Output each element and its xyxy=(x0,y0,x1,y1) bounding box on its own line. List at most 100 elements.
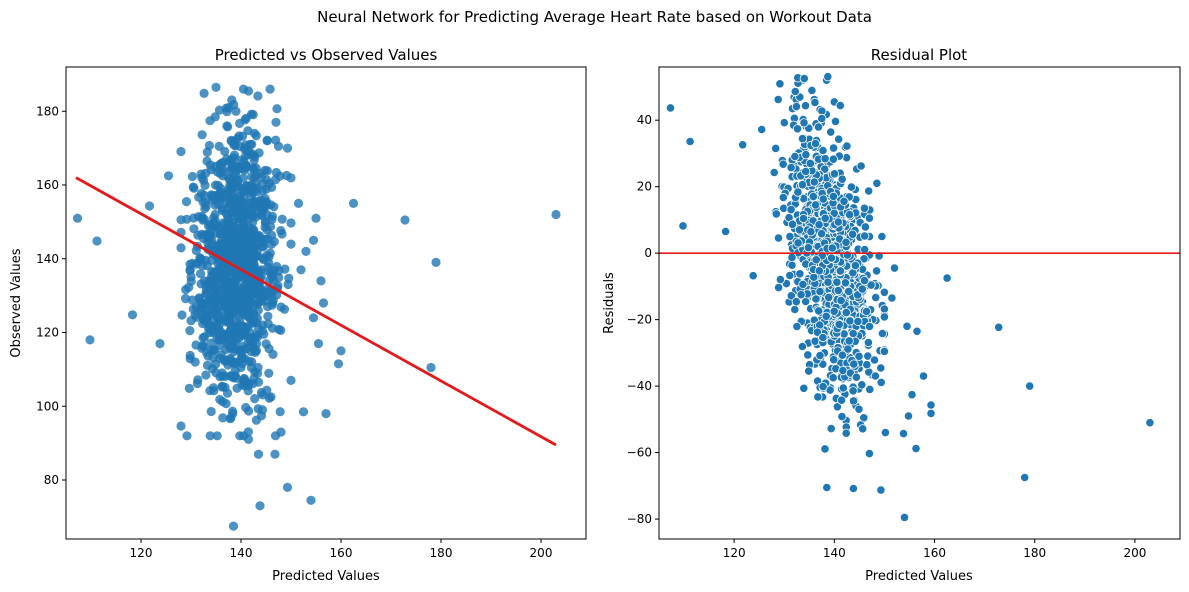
right-data-point xyxy=(803,243,814,253)
right-data-point xyxy=(876,485,886,495)
left-data-point xyxy=(203,306,213,316)
left-data-point xyxy=(218,413,228,423)
left-data-point xyxy=(211,359,221,369)
left-data-point xyxy=(270,449,280,459)
right-data-point xyxy=(828,143,839,153)
left-x-tick-label: 140 xyxy=(230,546,253,560)
left-data-point xyxy=(202,156,212,166)
right-panel-title: Residual Plot xyxy=(871,46,968,64)
left-y-tick-label: 180 xyxy=(36,104,59,118)
left-data-point xyxy=(198,341,208,351)
left-data-point xyxy=(189,183,199,193)
right-data-point xyxy=(840,278,851,288)
right-data-point xyxy=(877,328,888,339)
left-data-point xyxy=(201,370,211,380)
right-data-point xyxy=(866,280,876,290)
right-data-point xyxy=(844,336,854,346)
left-data-point xyxy=(245,139,255,149)
right-data-point xyxy=(801,150,811,160)
left-data-point xyxy=(253,91,263,101)
right-data-point xyxy=(826,253,837,263)
right-data-point xyxy=(791,297,801,307)
left-data-point xyxy=(257,405,268,415)
left-data-point xyxy=(210,200,220,210)
left-data-point xyxy=(264,178,274,189)
right-data-point xyxy=(902,321,912,331)
right-data-point xyxy=(889,263,900,273)
left-data-point xyxy=(144,201,155,211)
left-data-point xyxy=(431,257,441,267)
left-data-point xyxy=(181,197,192,207)
right-data-point xyxy=(791,102,802,112)
left-x-axis-label: Predicted Values xyxy=(272,569,380,584)
left-data-point xyxy=(218,330,228,340)
left-data-point xyxy=(199,88,209,98)
right-data-point xyxy=(861,306,872,316)
right-data-point xyxy=(858,424,868,434)
right-data-point xyxy=(832,402,843,412)
right-data-point xyxy=(685,136,695,147)
right-data-point xyxy=(834,134,844,144)
right-data-point xyxy=(860,222,871,232)
left-data-point xyxy=(333,359,344,369)
left-data-point xyxy=(283,279,293,290)
right-data-point xyxy=(942,273,952,283)
right-data-point xyxy=(841,237,851,247)
right-data-point xyxy=(787,219,798,229)
right-data-point xyxy=(853,316,863,326)
left-data-point xyxy=(155,339,165,349)
right-y-tick-label: 20 xyxy=(637,180,652,194)
right-x-tick-label: 140 xyxy=(823,546,846,560)
right-data-point xyxy=(826,423,836,434)
left-data-point xyxy=(252,299,262,309)
left-data-point xyxy=(286,239,296,249)
right-data-point xyxy=(821,311,831,321)
right-axis-ticks: 120 140 160 180 200 −80 −60 −40 −20 0 20 40 xyxy=(627,113,1147,560)
right-data-point xyxy=(854,404,864,414)
left-data-point xyxy=(298,407,309,417)
left-data-point xyxy=(275,407,285,417)
left-data-point xyxy=(226,330,237,340)
right-data-point xyxy=(847,229,858,239)
right-data-point xyxy=(792,321,802,332)
right-data-point xyxy=(837,350,848,360)
right-data-point xyxy=(815,286,825,297)
left-data-point xyxy=(216,229,226,239)
right-data-point xyxy=(899,512,910,523)
left-data-point xyxy=(256,172,267,182)
right-data-point xyxy=(871,292,881,303)
left-data-point xyxy=(205,386,215,396)
right-data-point xyxy=(865,384,875,394)
left-data-point xyxy=(228,521,239,531)
right-data-point xyxy=(786,205,796,215)
right-data-point xyxy=(797,180,808,190)
right-data-point xyxy=(848,386,858,396)
right-scatter-plot: 120 140 160 180 200 −80 −60 −40 −20 0 20 40 xyxy=(627,72,1180,560)
left-data-point xyxy=(192,378,202,389)
right-data-point xyxy=(869,355,880,365)
right-data-point xyxy=(823,72,833,82)
right-data-point xyxy=(860,231,870,241)
right-y-tick-label: −60 xyxy=(627,446,652,460)
left-data-point xyxy=(223,315,233,325)
left-data-point xyxy=(247,205,257,215)
left-data-point xyxy=(209,271,219,281)
left-data-point xyxy=(266,392,276,402)
right-data-point xyxy=(813,122,824,132)
right-data-point xyxy=(748,271,758,281)
left-data-point xyxy=(191,246,201,256)
left-data-point xyxy=(262,166,272,176)
right-data-point xyxy=(863,337,874,348)
right-data-point xyxy=(738,140,748,150)
right-data-point xyxy=(773,233,784,243)
right-data-point xyxy=(842,141,852,151)
left-data-point xyxy=(235,315,245,325)
left-data-point xyxy=(282,482,293,492)
left-data-point xyxy=(253,449,264,459)
left-data-point xyxy=(226,371,236,381)
right-data-point xyxy=(836,295,846,305)
left-data-point xyxy=(202,360,213,370)
left-data-point xyxy=(308,235,319,245)
right-data-point xyxy=(876,363,886,373)
right-data-point xyxy=(856,161,866,171)
